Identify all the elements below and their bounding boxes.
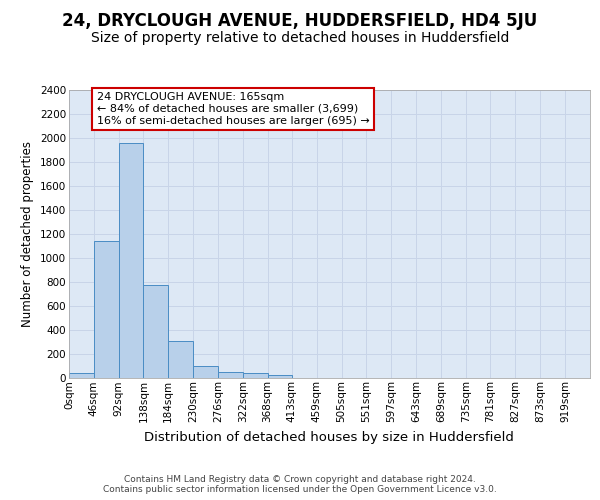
Bar <box>169 341 193 378</box>
Bar <box>119 142 143 378</box>
Bar <box>69 374 94 378</box>
Bar <box>193 366 218 378</box>
Bar <box>94 241 119 378</box>
Bar <box>268 374 292 378</box>
Text: 24, DRYCLOUGH AVENUE, HUDDERSFIELD, HD4 5JU: 24, DRYCLOUGH AVENUE, HUDDERSFIELD, HD4 … <box>62 12 538 30</box>
Text: Size of property relative to detached houses in Huddersfield: Size of property relative to detached ho… <box>91 31 509 45</box>
Text: Contains HM Land Registry data © Crown copyright and database right 2024.
Contai: Contains HM Land Registry data © Crown c… <box>103 474 497 494</box>
X-axis label: Distribution of detached houses by size in Huddersfield: Distribution of detached houses by size … <box>145 430 514 444</box>
Y-axis label: Number of detached properties: Number of detached properties <box>22 141 34 327</box>
Bar <box>243 372 268 378</box>
Bar <box>218 372 243 378</box>
Bar <box>143 286 169 378</box>
Text: 24 DRYCLOUGH AVENUE: 165sqm
← 84% of detached houses are smaller (3,699)
16% of : 24 DRYCLOUGH AVENUE: 165sqm ← 84% of det… <box>97 92 369 126</box>
